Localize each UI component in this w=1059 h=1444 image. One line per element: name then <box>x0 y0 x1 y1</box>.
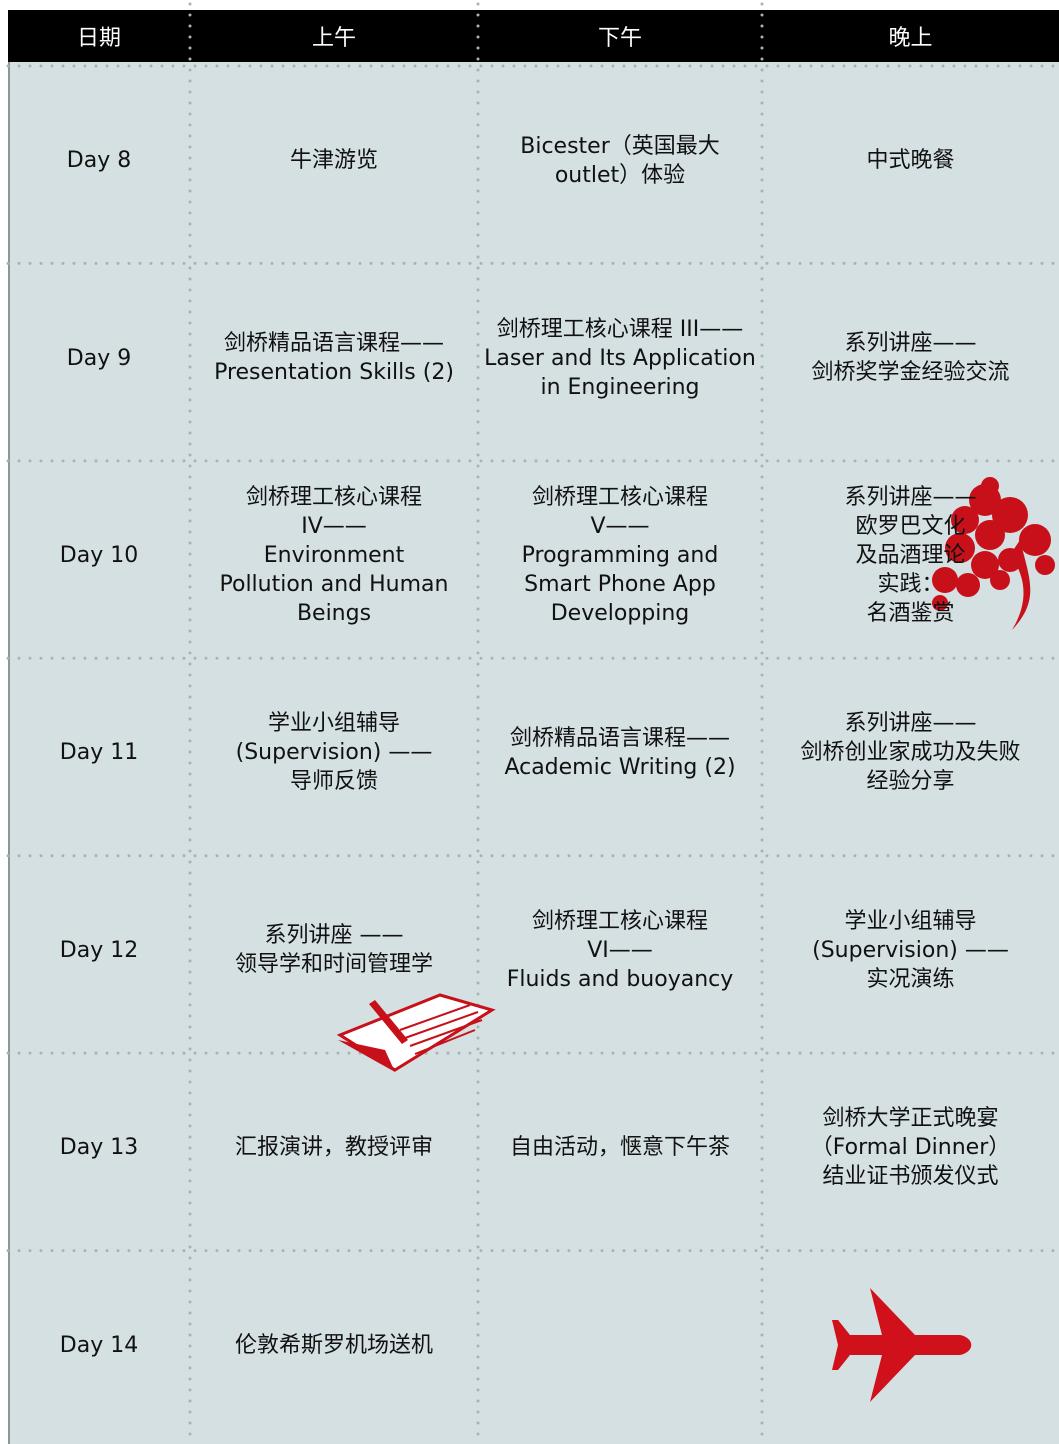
header-label: 日期 <box>76 26 121 51</box>
header-cell: 晚上 <box>762 10 1059 62</box>
header-label: 上午 <box>311 26 356 51</box>
cell-text: 剑桥理工核心课程 <box>531 908 708 934</box>
cell-text: 剑桥理工核心课程 <box>531 485 708 511</box>
grid <box>6 2 1059 1444</box>
table-cell: 自由活动，惬意下午茶 <box>478 1049 762 1246</box>
cell-text: 伦敦希斯罗机场送机 <box>234 1332 433 1358</box>
table-cell: 学业小组辅导 (Supervision) —— 导师反馈 <box>190 654 478 851</box>
table-cell: 系列讲座—— 剑桥奖学金经验交流 <box>762 259 1059 456</box>
table-cell: 伦敦希斯罗机场送机 <box>190 1247 478 1444</box>
cell-text: 系列讲座—— <box>844 711 977 737</box>
table-cell: 剑桥理工核心课程 IV—— Environment Pollution and Hum… <box>190 457 478 654</box>
cell-text: IV—— <box>301 514 367 540</box>
table-cell: Day 12 <box>8 852 190 1049</box>
cell-text: 系列讲座—— <box>844 331 977 357</box>
cell-text: 名酒鉴赏 <box>866 601 955 627</box>
table-cell: Day 10 <box>8 457 190 654</box>
cell-text: Day 8 <box>66 148 132 174</box>
table-cell: 学业小组辅导 (Supervision) —— 实况演练 <box>762 852 1059 1049</box>
cell-text: 学业小组辅导 <box>844 908 977 934</box>
blossom-icon <box>932 477 1055 630</box>
cell-text: Programming and <box>521 543 719 569</box>
table-cell: Day 8 <box>8 62 190 259</box>
cell-text: Pollution and Human <box>219 572 449 598</box>
cell-text: Environment <box>263 543 405 569</box>
table-cell: Day 11 <box>8 654 190 851</box>
cell-text: 实况演练 <box>866 966 955 992</box>
cell-text: Day 12 <box>59 937 139 963</box>
cell-text: 实践： <box>877 572 944 598</box>
cell-text: Presentation Skills (2) <box>214 360 454 386</box>
cell-text: Laser and Its Application <box>484 345 756 371</box>
header-cell: 日期 <box>8 10 190 62</box>
table-cell: 剑桥理工核心课程 VI—— Fluids and buoyancy <box>478 852 762 1049</box>
cell-text: 剑桥理工核心课程 III—— <box>496 316 744 342</box>
cell-text: 自由活动，惬意下午茶 <box>509 1135 730 1161</box>
cell-text: 剑桥精品语言课程—— <box>509 725 730 751</box>
cell-text: 剑桥理工核心课程 <box>245 485 422 511</box>
table-cell: Day 13 <box>8 1049 190 1246</box>
table-cell: 剑桥精品语言课程—— Presentation Skills (2) <box>190 259 478 456</box>
cell-text: (Supervision) —— <box>235 740 433 766</box>
cell-text: 剑桥创业家成功及失败 <box>800 740 1021 766</box>
cell-text: Day 10 <box>59 543 139 569</box>
cell-text: 剑桥大学正式晚宴 <box>822 1106 999 1132</box>
table-cell: Day 14 <box>8 1247 190 1444</box>
cell-text: Fluids and buoyancy <box>506 966 734 992</box>
cell-text: 剑桥精品语言课程—— <box>223 331 444 357</box>
table-cell: 中式晚餐 <box>762 62 1059 259</box>
cell-text: 中式晚餐 <box>866 148 955 174</box>
table-cell <box>478 1247 762 1444</box>
cell-text: 领导学和时间管理学 <box>234 952 433 978</box>
cell-text: 系列讲座 —— <box>264 923 404 949</box>
paper-pen-icon <box>336 993 496 1072</box>
table-cell: 汇报演讲，教授评审 <box>190 1049 478 1246</box>
cell-text: in Engineering <box>540 374 700 400</box>
cell-text: Day 11 <box>59 740 139 766</box>
cell-text: Beings <box>296 601 372 627</box>
cell-text: (Supervision) —— <box>812 937 1009 963</box>
table-cell: Bicester（英国最大 outlet）体验 <box>478 62 762 259</box>
cell-text: 结业证书颁发仪式 <box>822 1164 999 1190</box>
cell-text: Bicester（英国最大 <box>520 133 720 159</box>
cell-text: 导师反馈 <box>289 769 378 795</box>
table-cell: 剑桥理工核心课程 III—— Laser and Its Application i… <box>478 259 762 456</box>
header-cell: 上午 <box>190 10 478 62</box>
table-cell: 剑桥大学正式晚宴 （Formal Dinner） 结业证书颁发仪式 <box>762 1049 1059 1246</box>
plane-icon <box>832 1288 972 1402</box>
cell-text: 欧罗巴文化 <box>855 514 966 540</box>
table-cell: 系列讲座 —— 领导学和时间管理学 <box>190 852 478 1049</box>
table-cell: 剑桥精品语言课程—— Academic Writing (2) <box>478 654 762 851</box>
header-background <box>8 10 1059 62</box>
table-cell: Day 9 <box>8 259 190 456</box>
cell-text: V—— <box>590 514 650 540</box>
table-cell: 牛津游览 <box>190 62 478 259</box>
cell-text: 汇报演讲，教授评审 <box>234 1135 433 1161</box>
cell-text: 经验分享 <box>866 769 955 795</box>
table-cell: 系列讲座—— 欧罗巴文化及品酒理论实践： 名酒鉴赏 <box>762 457 1059 654</box>
cell-text: Developping <box>550 601 690 627</box>
cell-text: 学业小组辅导 <box>267 711 400 737</box>
table-cell: 系列讲座—— 剑桥创业家成功及失败 经验分享 <box>762 654 1059 851</box>
cell-text: 及品酒理论 <box>855 543 966 569</box>
cell-text: Day 9 <box>66 345 132 371</box>
cell-text: Day 14 <box>59 1332 139 1358</box>
cell-text: 系列讲座—— <box>844 485 977 511</box>
cell-text: Smart Phone App <box>524 572 716 598</box>
table-background <box>8 62 1059 1444</box>
cell-text: 剑桥奖学金经验交流 <box>811 360 1010 386</box>
cell-text: 牛津游览 <box>289 148 378 174</box>
cell-text: VI—— <box>587 937 653 963</box>
table-cell: 剑桥理工核心课程 V—— Programming and Smart Phone Ap… <box>478 457 762 654</box>
header-cell: 下午 <box>478 10 762 62</box>
cell-text: outlet）体验 <box>554 162 686 188</box>
cell-text: Academic Writing (2) <box>504 754 736 780</box>
table-cell <box>762 1247 1059 1444</box>
header-label: 晚上 <box>888 26 933 51</box>
cell-text: Day 13 <box>59 1135 139 1161</box>
header-label: 下午 <box>597 26 642 51</box>
cell-text: （Formal Dinner） <box>810 1135 1011 1161</box>
